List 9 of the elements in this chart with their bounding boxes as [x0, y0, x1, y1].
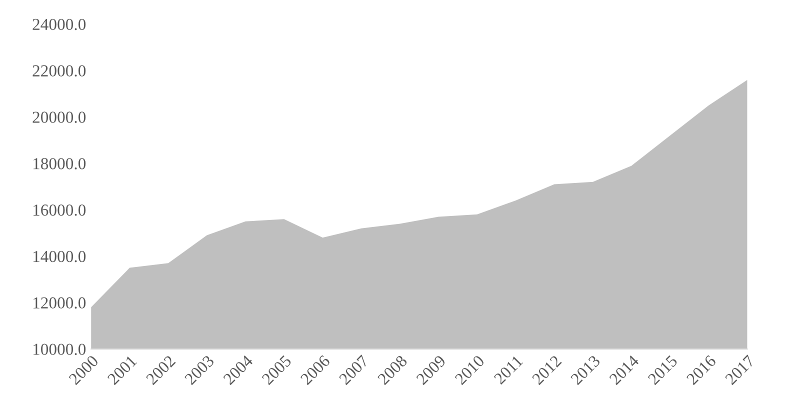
y-tick-label: 12000.0	[34, 297, 86, 309]
x-tick-label: 2011	[493, 354, 524, 385]
y-tick-label: 24000.0	[32, 18, 86, 30]
y-tick-label: 22000.0	[32, 65, 86, 77]
y-tick-label: 16000.0	[34, 204, 86, 216]
y-tick-label: 14000.0	[34, 250, 86, 262]
y-tick-label: 18000.0	[34, 158, 86, 170]
y-tick-label: 20000.0	[32, 112, 86, 123]
y-tick-label: 10000.0	[34, 344, 86, 356]
